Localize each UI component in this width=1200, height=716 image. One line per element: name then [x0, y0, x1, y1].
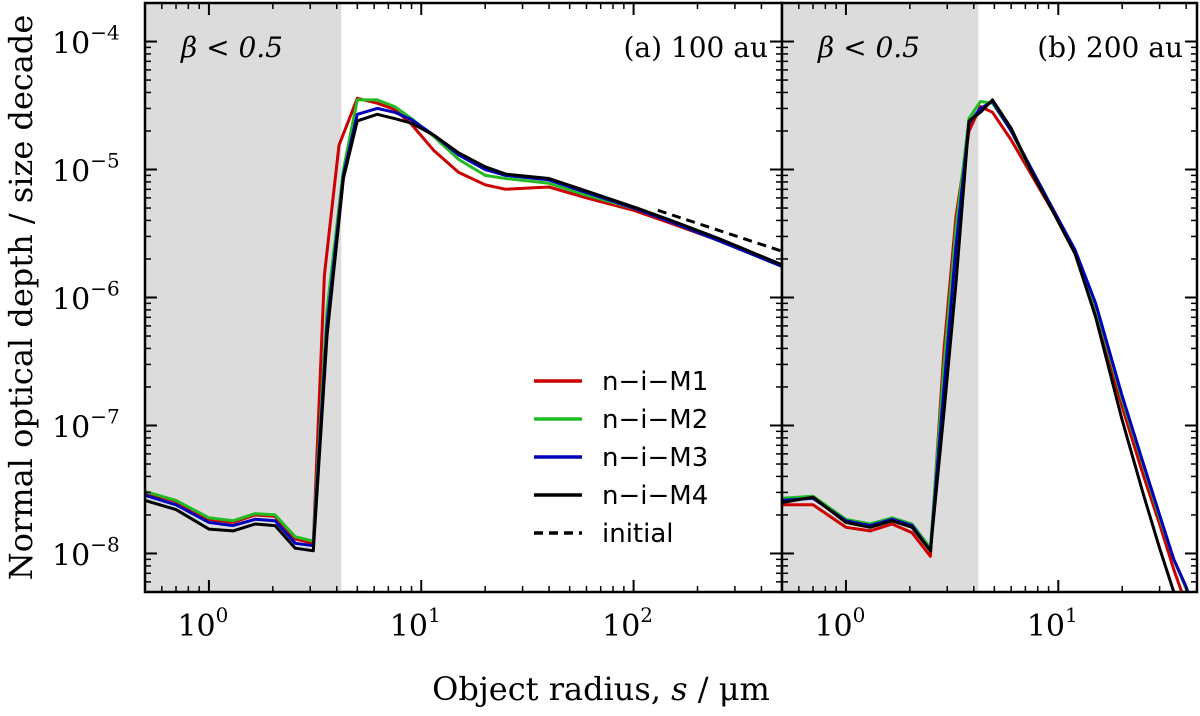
- legend: n−i−M1 n−i−M2 n−i−M3 n−i−M4 initial: [534, 367, 708, 549]
- y-axis-label: Normal optical depth / size decade: [2, 15, 40, 581]
- x-tick-label: 100: [814, 603, 865, 644]
- series-n-i-M4-line: [145, 112, 782, 553]
- legend-n-i-M4-label: n−i−M4: [602, 481, 708, 511]
- panel-a-x-tick-labels: 100 101 102: [177, 603, 653, 644]
- y-tick-labels: 10−8 10−7 10−6 10−5 10−4: [52, 21, 120, 574]
- y-tick-label: 10−5: [52, 149, 120, 190]
- panel-a-beta-shade: [145, 3, 342, 592]
- panel-a: β < 0.5 (a) 100 au 10−810−710−610−510−4 …: [52, 1, 784, 644]
- panel-a-title: (a) 100 au: [623, 31, 768, 64]
- x-tick-exponent: 0: [853, 603, 866, 627]
- panel-b-x-tick-labels: 100 101: [814, 603, 1077, 644]
- x-tick-label: 101: [390, 603, 441, 644]
- beta-shade-region: [782, 3, 979, 592]
- panel-b-beta-label: β < 0.5: [817, 31, 920, 64]
- series-n-i-M2-line: [145, 98, 782, 543]
- series-n-i-M1-line: [782, 105, 1184, 592]
- legend-n-i-M3-label: n−i−M3: [602, 443, 708, 473]
- panel-b-series-group: [782, 98, 1190, 592]
- y-tick-exponent: −6: [90, 277, 119, 301]
- y-tick-exponent: −5: [90, 149, 119, 173]
- y-tick-exponent: −4: [90, 21, 119, 45]
- x-tick-exponent: 1: [1065, 603, 1078, 627]
- y-tick-label: 10−7: [52, 404, 120, 445]
- x-axis-label: Object radius, s / μm: [432, 670, 770, 708]
- x-tick-exponent: 0: [216, 603, 229, 627]
- legend-initial-label: initial: [602, 519, 674, 549]
- x-tick-label: 100: [177, 603, 228, 644]
- panel-a-series-group: [145, 96, 782, 553]
- y-tick-exponent: −8: [90, 532, 119, 556]
- panel-a-beta-label: β < 0.5: [180, 31, 283, 64]
- panel-b-title: (b) 200 au: [1037, 31, 1183, 64]
- y-tick-label: 10−8: [52, 532, 120, 573]
- x-tick-exponent: 1: [428, 603, 441, 627]
- x-tick-label: 102: [602, 603, 653, 644]
- x-tick-exponent: 2: [640, 603, 653, 627]
- series-initial-line: [657, 208, 782, 253]
- y-tick-label: 10−4: [52, 21, 120, 62]
- series-n-i-M4-line: [782, 98, 1176, 592]
- y-tick-label: 10−6: [52, 277, 120, 318]
- legend-n-i-M1-label: n−i−M1: [602, 367, 708, 397]
- panel-b: β < 0.5 (b) 200 au 100 101: [780, 1, 1199, 644]
- panel-b-beta-shade: [782, 3, 979, 592]
- beta-shade-region: [145, 3, 342, 592]
- y-tick-exponent: −7: [90, 404, 119, 428]
- legend-n-i-M2-label: n−i−M2: [602, 405, 708, 435]
- x-tick-label: 101: [1027, 603, 1078, 644]
- panel-b-frame: [780, 1, 1199, 594]
